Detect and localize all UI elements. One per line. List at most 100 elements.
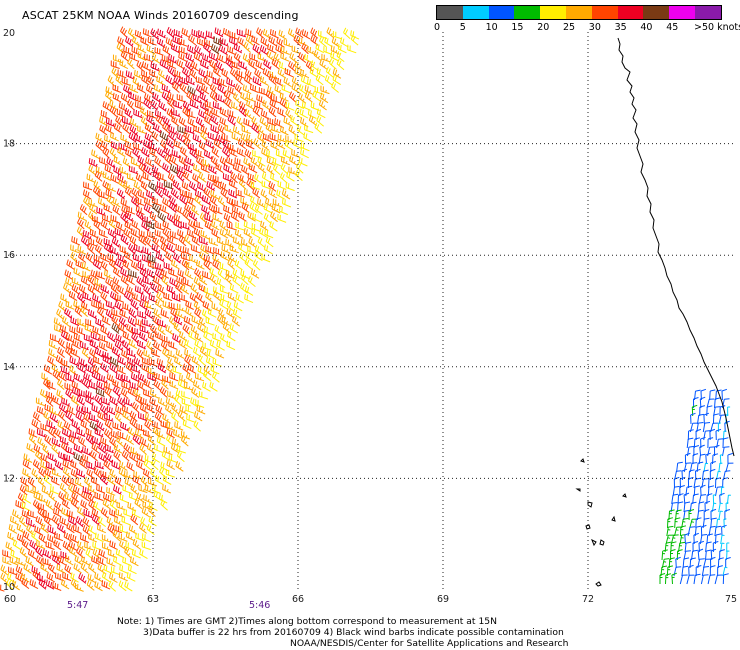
barb-stroke [94,347,104,358]
barb-stroke [232,125,242,136]
barb-stroke [254,173,263,184]
barb-stroke [157,318,167,328]
barb-stroke [91,442,100,454]
barb-stroke [82,486,92,496]
wind-barb [144,419,152,431]
wind-barb [137,310,147,319]
barb-stroke [16,533,26,544]
barb-stroke [182,209,190,221]
barb-stroke [305,60,314,72]
wind-barb [155,474,164,486]
wind-barb [155,114,164,127]
barb-stroke [176,445,186,454]
wind-barb [87,284,96,295]
barb-stroke [182,66,191,78]
wind-barb [207,132,217,142]
barb-stroke [213,205,223,215]
barb-stroke [54,500,62,512]
wind-barb [110,494,120,504]
wind-barb [98,229,108,239]
wind-barb [21,539,30,551]
barb-stroke [248,237,257,248]
wind-barb [92,364,101,376]
wind-barb [138,162,147,174]
wind-barb [291,45,301,55]
wind-barb [97,563,106,575]
wind-barb [98,452,108,463]
wind-barb [267,117,277,127]
wind-barb [160,243,169,254]
wind-barb [112,421,122,431]
wind-barb [88,562,97,574]
wind-barb [71,387,81,397]
barb-stroke [45,499,54,511]
wind-barb [94,581,103,592]
barb-stroke [167,92,177,102]
barb-stroke [277,180,287,190]
barb-stroke [226,156,235,167]
barb-stroke [160,243,169,254]
wind-barb [47,525,57,535]
barb-stroke [143,203,153,215]
wind-barb [38,494,48,504]
barb-stroke [112,204,121,216]
barb-stroke [46,380,56,390]
barb-stroke [163,446,173,456]
barb-stroke [167,356,176,368]
barb-stroke [246,93,256,103]
wind-barb [143,203,153,215]
wind-barb [152,92,161,103]
wind-barb [97,524,106,534]
wind-barb [194,267,202,280]
wind-barb [98,548,108,559]
wind-barb [200,230,210,240]
barb-stroke [240,238,250,248]
wind-barb [213,246,223,256]
wind-barb [88,381,98,391]
wind-barb [226,196,235,207]
wind-barb [722,566,728,577]
wind-barb [151,53,161,64]
barb-stroke [116,108,126,118]
barb-stroke [120,92,130,104]
barb-stroke [315,74,324,86]
barb-stroke [36,428,46,438]
barb-stroke [720,534,725,545]
wind-barb [121,205,130,216]
barb-stroke [35,545,44,558]
wind-barb [198,109,207,120]
barb-stroke [257,124,266,136]
barb-stroke [80,301,90,312]
wind-barb [212,253,222,264]
wind-barb [165,469,175,478]
barb-stroke [96,270,106,280]
barb-stroke [210,155,219,167]
barb-stroke [223,163,232,174]
barb-stroke [95,132,104,143]
wind-barb [172,437,181,448]
barb-stroke [60,293,70,304]
barb-stroke [225,57,234,69]
barb-stroke [98,190,108,200]
barb-stroke [169,230,179,240]
wind-barb [693,477,701,489]
barb-stroke [180,221,190,230]
barb-stroke [87,309,97,319]
barb-stroke [179,188,189,199]
barb-stroke [45,395,54,407]
wind-barb [181,181,191,192]
wind-barb [59,435,69,446]
barb-stroke [246,178,254,190]
wind-barb [331,37,340,48]
wind-barb [70,533,79,544]
wind-barb [217,123,226,135]
wind-barb [182,66,191,78]
wind-barb [154,411,163,423]
barb-stroke [57,555,67,566]
wind-barb [79,458,88,470]
wind-barb [174,421,184,431]
barb-stroke [140,106,148,118]
wind-barb [270,140,280,151]
wind-barb [703,412,710,425]
barb-stroke [132,538,141,550]
